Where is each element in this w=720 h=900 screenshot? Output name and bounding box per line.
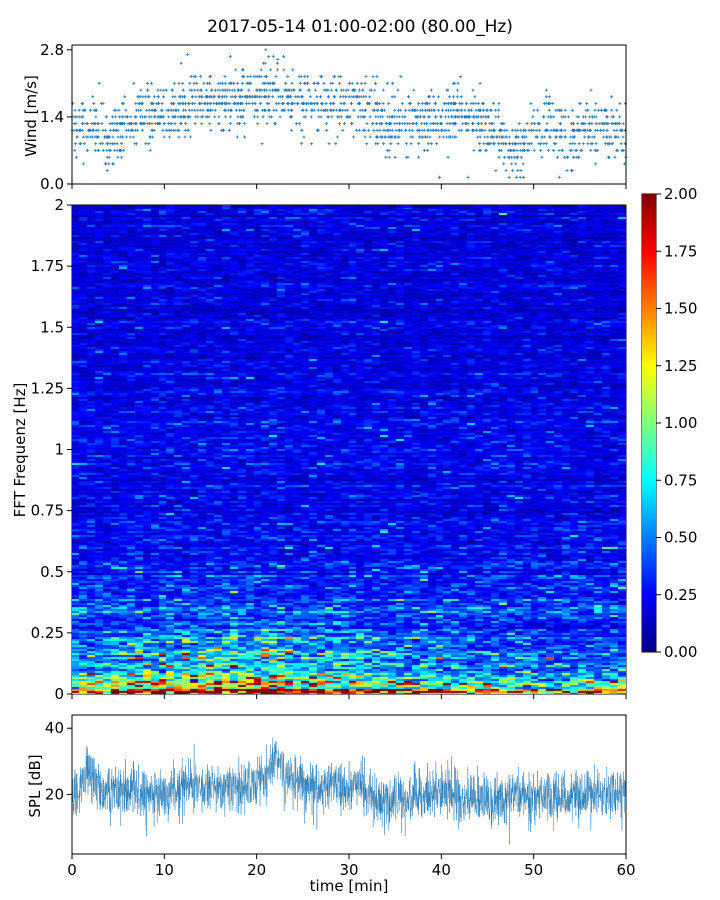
colorbar-tick-label: 0.00 [664, 643, 697, 661]
spl-x-tick-label: 10 [155, 861, 174, 879]
wind-y-tick-label: 2.8 [40, 41, 64, 59]
spl-ylabel: SPL [dB] [26, 754, 44, 817]
wind-yticks: 0.0 1.4 2.8 [40, 41, 72, 193]
spl-x-tick-label: 40 [432, 861, 451, 879]
spectrogram-y-tick-label: 1.75 [31, 257, 64, 275]
colorbar-tick-label: 1.75 [664, 242, 697, 260]
spectrogram-y-tick-label: 1.25 [31, 379, 64, 397]
wind-y-tick-label: 0.0 [40, 175, 64, 193]
spl-x-tick-label: 20 [247, 861, 266, 879]
spectrogram-xticks [71, 694, 627, 699]
spectrogram-heatmap [72, 205, 626, 694]
spectrogram-y-tick-label: 0.25 [31, 624, 64, 642]
spectrogram-y-tick-label: 1.5 [40, 318, 64, 336]
wind-ylabel: Wind [m/s] [22, 75, 40, 157]
spectrogram-yticks: 0 0.25 0.5 0.75 1 1.25 1.5 1.75 2 [31, 196, 72, 703]
wind-scatter [70, 48, 628, 179]
spectrogram-ylabel: FFT Frequenz [Hz] [11, 383, 29, 518]
colorbar: 0.00 0.25 0.50 0.75 1.00 1.25 1.50 1.75 2.00 [641, 185, 697, 661]
colorbar-tick-label: 2.00 [664, 185, 697, 203]
spl-xlabel: time [min] [310, 877, 389, 895]
spectrogram-y-tick-label: 0 [54, 685, 64, 703]
colorbar-tick-label: 1.00 [664, 414, 697, 432]
spl-y-tick-label: 20 [45, 785, 64, 803]
colorbar-ticks: 0.00 0.25 0.50 0.75 1.00 1.25 1.50 1.75 2.00 [656, 185, 697, 661]
spectrogram-y-tick-label: 1 [54, 441, 64, 459]
colorbar-tick-label: 0.25 [664, 586, 697, 604]
spl-y-tick-label: 40 [45, 719, 64, 737]
wind-points [70, 48, 628, 179]
colorbar-gradient [642, 194, 656, 652]
spl-xticks: 0 10 20 30 40 50 60 [67, 854, 636, 879]
spl-series-line [71, 737, 627, 845]
colorbar-tick-label: 0.75 [664, 471, 697, 489]
colorbar-tick-label: 0.50 [664, 529, 697, 547]
spl-x-tick-label: 60 [616, 861, 635, 879]
wind-axes-frame [71, 44, 627, 185]
wind-xticks [71, 184, 627, 189]
spectrogram-y-tick-label: 0.5 [40, 563, 64, 581]
spectrogram-y-tick-label: 2 [54, 196, 64, 214]
colorbar-tick-label: 1.25 [664, 357, 697, 375]
spl-x-tick-label: 50 [524, 861, 543, 879]
colorbar-tick-label: 1.50 [664, 300, 697, 318]
figure-title: 2017-05-14 01:00-02:00 (80.00_Hz) [207, 17, 513, 37]
spl-x-tick-label: 0 [67, 861, 77, 879]
spectrogram-y-tick-label: 0.75 [31, 502, 64, 520]
wind-y-tick-label: 1.4 [40, 108, 64, 126]
spl-x-tick-label: 30 [339, 861, 358, 879]
wind-panel: 0.0 1.4 2.8 Wind [m/s] [22, 41, 628, 193]
